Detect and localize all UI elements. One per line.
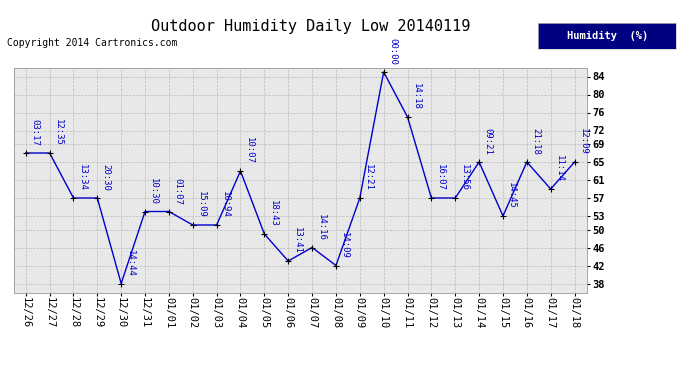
Text: 10:30: 10:30 (149, 178, 158, 205)
Text: 20:30: 20:30 (101, 164, 110, 191)
Text: 13:56: 13:56 (460, 164, 469, 191)
Text: 13:34: 13:34 (78, 164, 87, 191)
Text: Outdoor Humidity Daily Low 20140119: Outdoor Humidity Daily Low 20140119 (151, 19, 470, 34)
Text: 03:17: 03:17 (30, 119, 39, 146)
Text: Humidity  (%): Humidity (%) (566, 31, 648, 40)
Text: 21:18: 21:18 (531, 128, 540, 155)
Text: 15:09: 15:09 (197, 191, 206, 218)
Text: 14:44: 14:44 (126, 250, 135, 277)
Text: 10:94: 10:94 (221, 191, 230, 218)
Text: 14:18: 14:18 (412, 83, 421, 110)
Text: Copyright 2014 Cartronics.com: Copyright 2014 Cartronics.com (7, 38, 177, 48)
Text: 00:00: 00:00 (388, 38, 397, 65)
Text: 12:21: 12:21 (364, 164, 373, 191)
Text: 12:09: 12:09 (579, 128, 588, 155)
Text: 13:41: 13:41 (293, 227, 302, 254)
Text: 14:16: 14:16 (317, 214, 326, 241)
Text: 01:07: 01:07 (173, 178, 182, 205)
Text: 14:09: 14:09 (340, 232, 349, 259)
Text: 16:07: 16:07 (435, 164, 444, 191)
Text: 18:43: 18:43 (268, 200, 277, 227)
Text: 12:35: 12:35 (54, 119, 63, 146)
Text: 11:14: 11:14 (555, 155, 564, 182)
Text: 09:21: 09:21 (484, 128, 493, 155)
Text: 10:07: 10:07 (245, 137, 254, 164)
Text: 14:45: 14:45 (507, 182, 516, 209)
